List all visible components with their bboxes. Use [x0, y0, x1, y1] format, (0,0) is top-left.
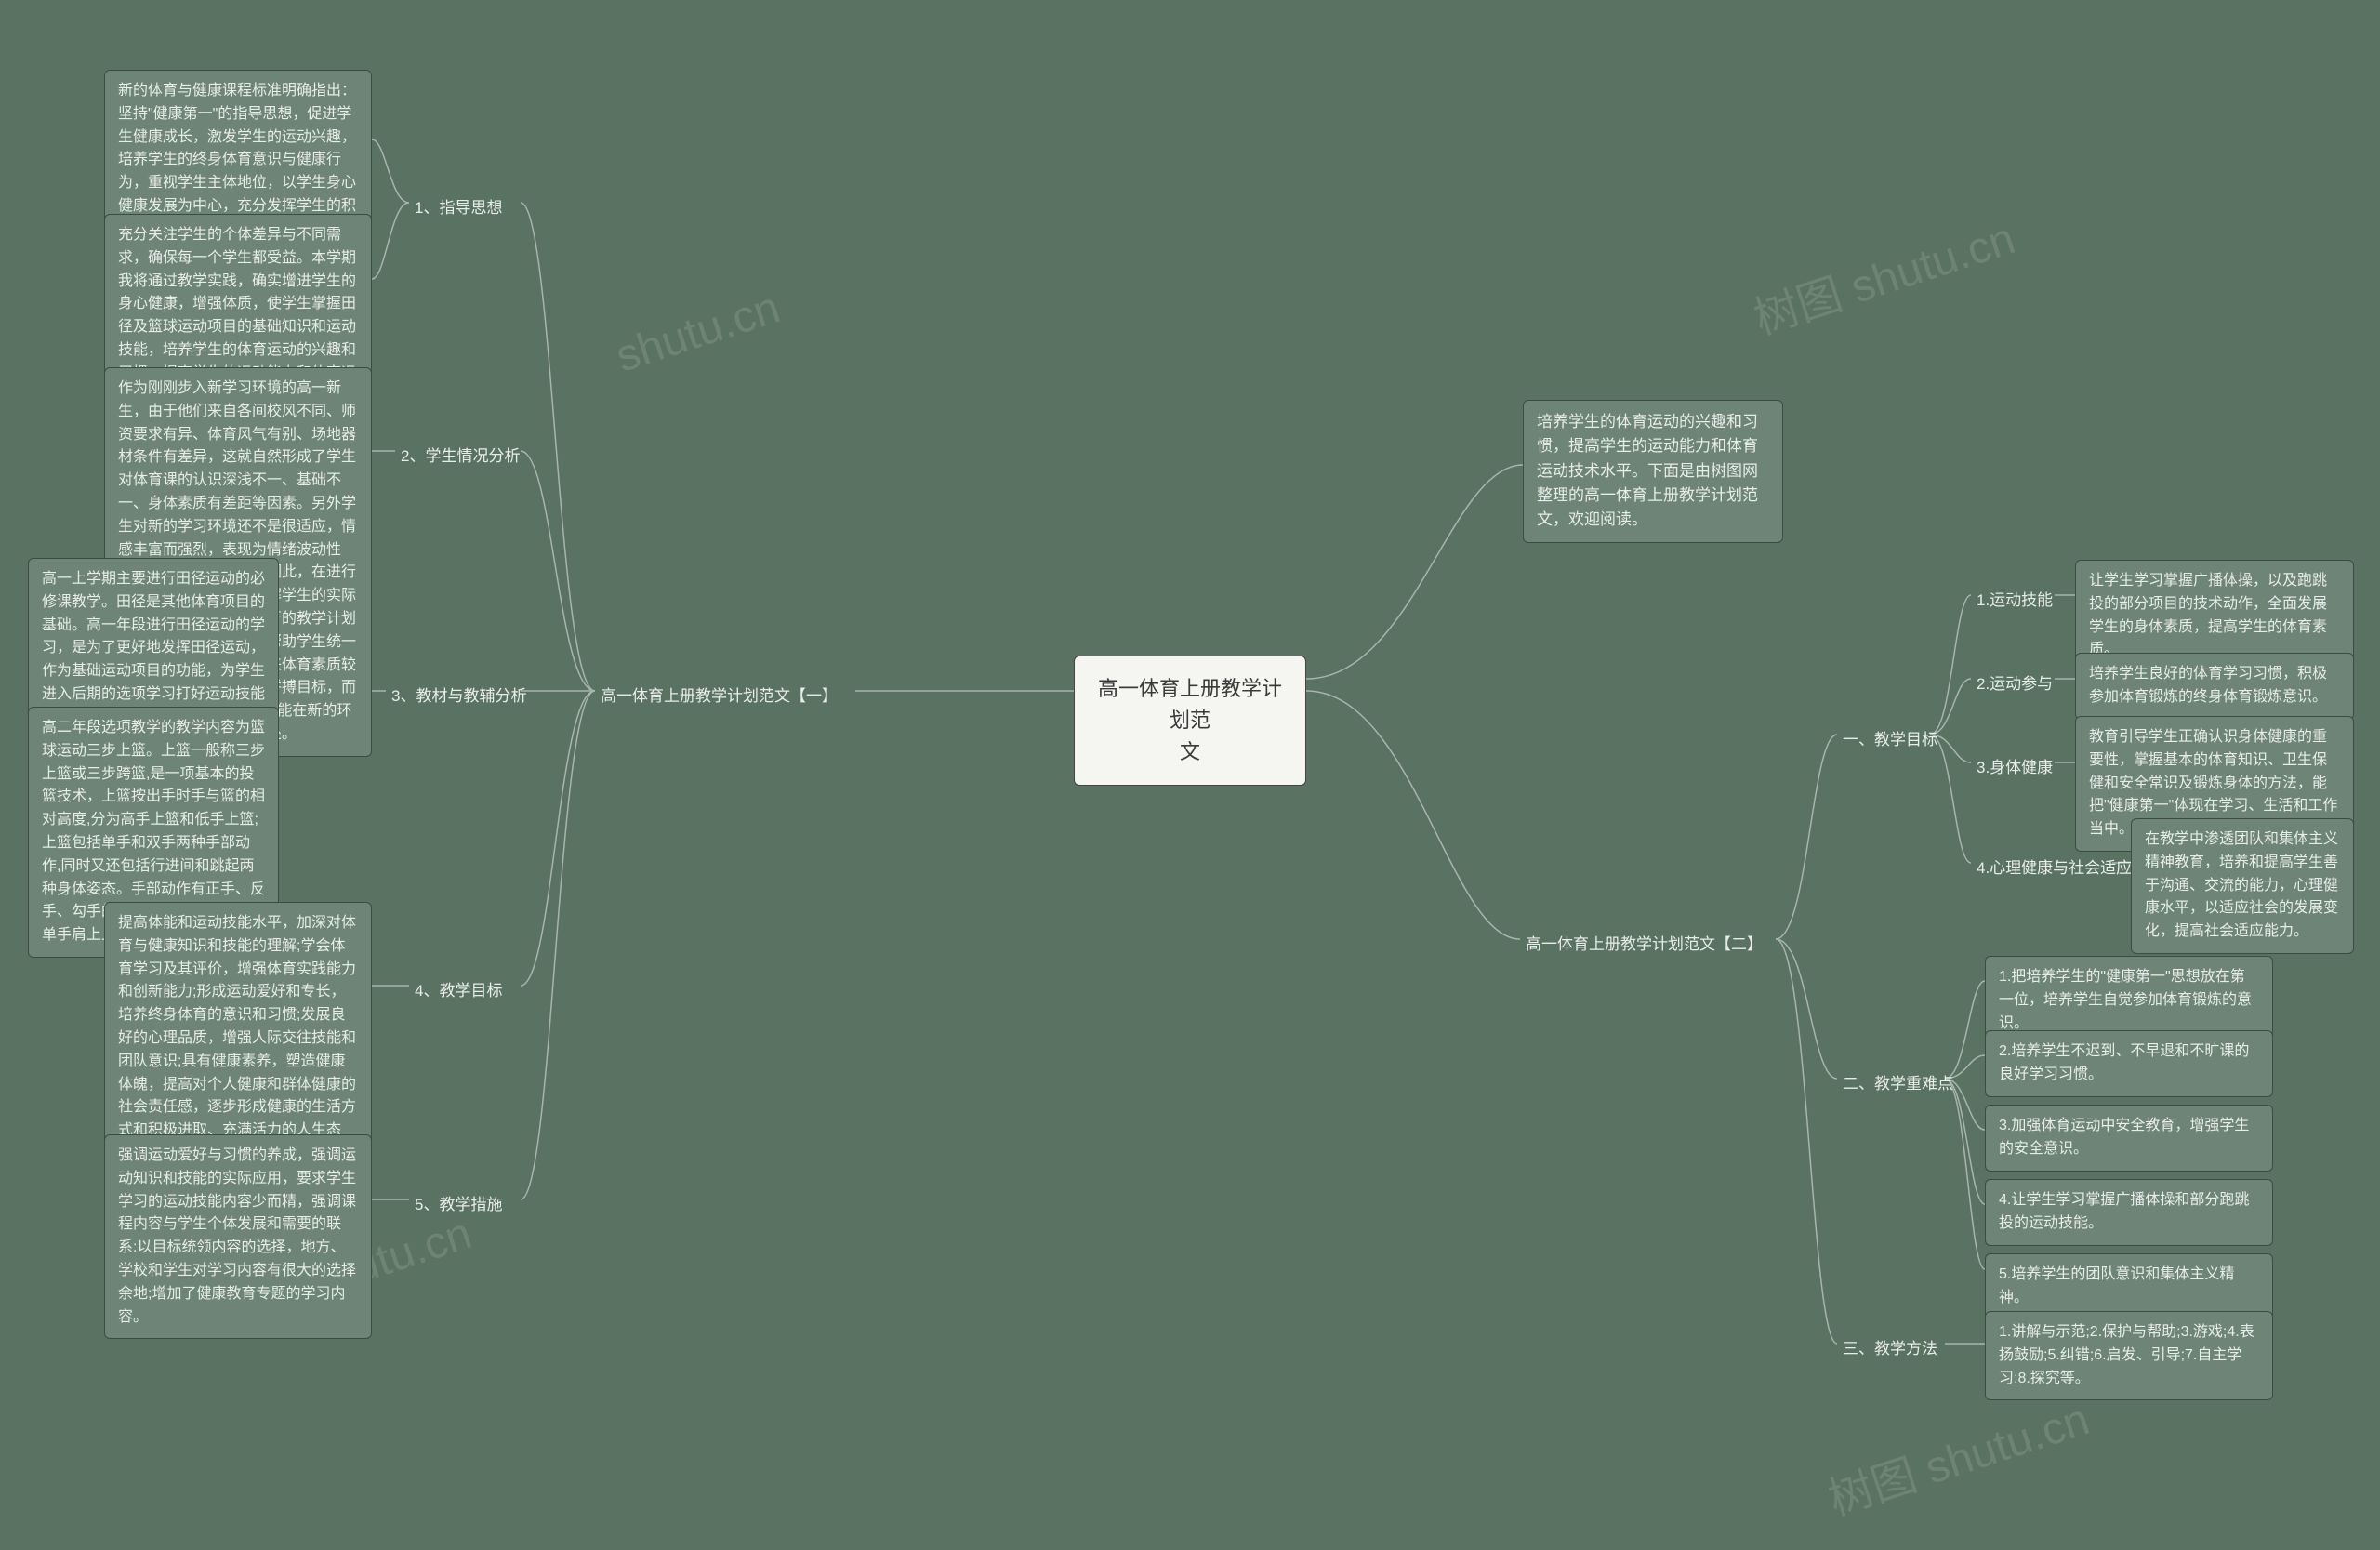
left-b5-leaf-0: 强调运动爱好与习惯的养成，强调运动知识和技能的实际应用，要求学生学习的运动技能内…	[104, 1134, 372, 1339]
right-s2-item3: 4.让学生学习掌握广播体操和部分跑跳投的运动技能。	[1985, 1179, 2273, 1246]
root-line2: 文	[1180, 740, 1200, 763]
right-s3-text: 1.讲解与示范;2.保护与帮助;3.游戏;4.表扬鼓励;5.纠错;6.启发、引导…	[1985, 1311, 2273, 1400]
right-s1-item3-text: 在教学中渗透团队和集体主义精神教育，培养和提高学生善于沟通、交流的能力，心理健康…	[2131, 818, 2354, 954]
right-s2-item1: 2.培养学生不迟到、不早退和不旷课的良好学习习惯。	[1985, 1030, 2273, 1097]
right-s1-item1-text: 培养学生良好的体育学习习惯，积极参加体育锻炼的终身体育锻炼意识。	[2075, 653, 2354, 720]
right-s1-item2-title: 3.身体健康	[1971, 752, 2058, 784]
watermark: shutu.cn	[610, 282, 787, 382]
right-s2-item2: 3.加强体育运动中安全教育，增强学生的安全意识。	[1985, 1105, 2273, 1172]
right-intro: 培养学生的体育运动的兴趣和习惯，提高学生的运动能力和体育运动技术水平。下面是由树…	[1523, 400, 1783, 543]
right-s3-label: 三、教学方法	[1837, 1333, 1943, 1365]
root-node: 高一体育上册教学计划范 文	[1074, 656, 1306, 786]
watermark: 树图 shutu.cn	[1744, 202, 2021, 347]
left-b2-label: 2、学生情况分析	[395, 441, 525, 472]
root-line1: 高一体育上册教学计划范	[1098, 677, 1282, 732]
right-s1-item3-title: 4.心理健康与社会适应	[1971, 853, 2137, 884]
left-b3-label: 3、教材与教辅分析	[386, 681, 532, 712]
watermark: 树图 shutu.cn	[1818, 1383, 2096, 1528]
right-s1-item1-title: 2.运动参与	[1971, 669, 2058, 700]
left-title: 高一体育上册教学计划范文【一】	[595, 681, 843, 712]
right-s1-item0-title: 1.运动技能	[1971, 585, 2058, 616]
right-s2-label: 二、教学重难点	[1837, 1068, 1959, 1100]
left-b4-label: 4、教学目标	[409, 975, 508, 1007]
left-b5-label: 5、教学措施	[409, 1189, 508, 1221]
right-s2-item4: 5.培养学生的团队意识和集体主义精神。	[1985, 1253, 2273, 1320]
right-title: 高一体育上册教学计划范文【二】	[1520, 929, 1768, 960]
left-b1-label: 1、指导思想	[409, 192, 508, 224]
right-s1-label: 一、教学目标	[1837, 724, 1943, 756]
